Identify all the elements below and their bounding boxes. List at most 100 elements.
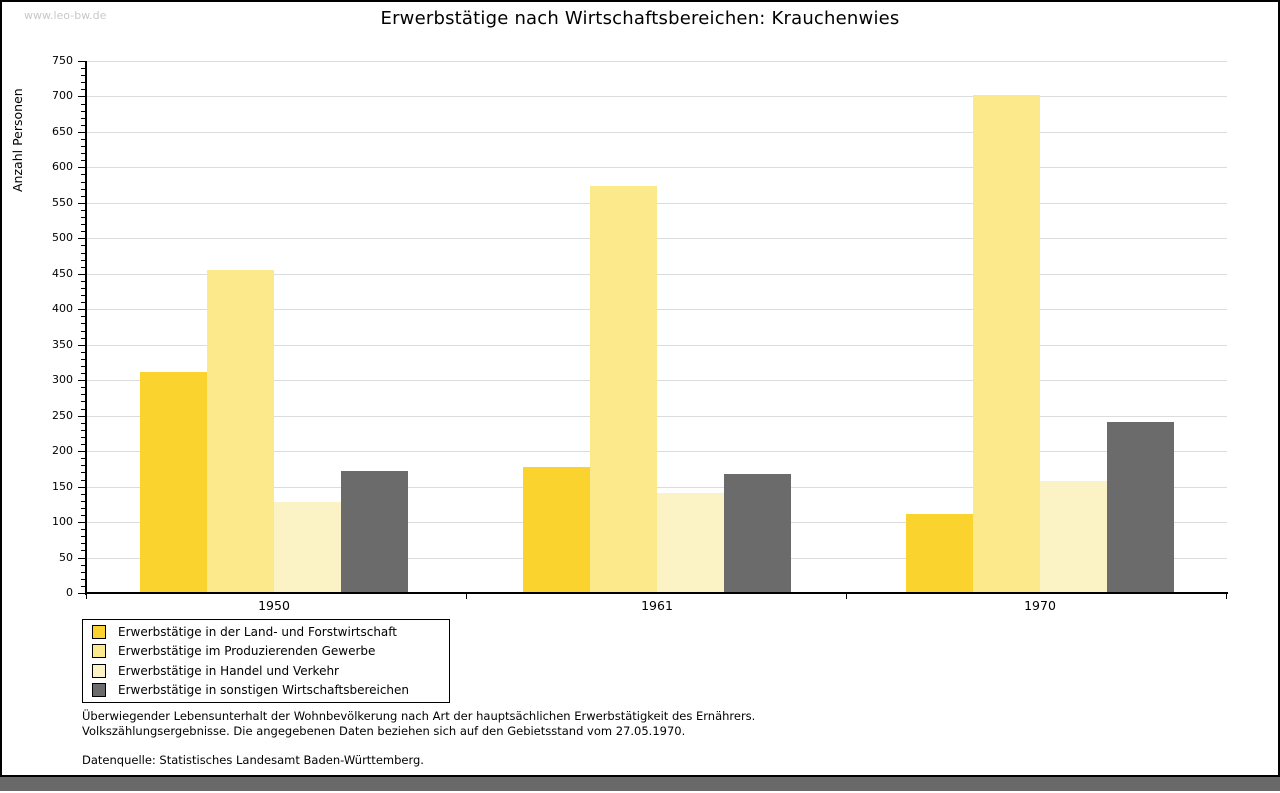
y-minor-tick — [81, 515, 85, 516]
y-tick-label: 600 — [52, 160, 73, 173]
y-minor-tick — [81, 125, 85, 126]
y-minor-tick — [81, 153, 85, 154]
y-minor-tick — [81, 472, 85, 473]
footnote-line-1: Überwiegender Lebensunterhalt der Wohnbe… — [82, 709, 756, 723]
y-major-tick — [78, 487, 85, 488]
x-tick-label: 1961 — [641, 598, 673, 613]
y-minor-tick — [81, 529, 85, 530]
y-tick-label: 150 — [52, 480, 73, 493]
bottom-strip — [0, 777, 1280, 791]
x-tick — [466, 594, 467, 599]
y-minor-tick — [81, 245, 85, 246]
y-major-tick — [78, 167, 85, 168]
y-major-tick — [78, 345, 85, 346]
y-minor-tick — [81, 352, 85, 353]
y-minor-tick — [81, 104, 85, 105]
y-minor-tick — [81, 437, 85, 438]
legend-item-1: Erwerbstätige in der Land- und Forstwirt… — [92, 622, 449, 641]
y-minor-tick — [81, 224, 85, 225]
gridline — [87, 416, 1227, 417]
x-tick-label: 1970 — [1024, 598, 1056, 613]
legend-item-3: Erwerbstätige in Handel und Verkehr — [92, 661, 449, 680]
y-tick-label: 750 — [52, 54, 73, 67]
data-source: Datenquelle: Statistisches Landesamt Bad… — [82, 753, 424, 767]
y-major-tick — [78, 558, 85, 559]
y-tick-label: 550 — [52, 196, 73, 209]
y-minor-tick — [81, 430, 85, 431]
y-minor-tick — [81, 260, 85, 261]
site-watermark: www.leo-bw.de — [24, 9, 107, 22]
legend-label: Erwerbstätige in sonstigen Wirtschaftsbe… — [118, 683, 410, 698]
y-tick-label: 50 — [59, 551, 73, 564]
y-minor-tick — [81, 231, 85, 232]
x-axis-line — [85, 592, 1228, 594]
x-tick-label: 1950 — [258, 598, 290, 613]
y-minor-tick — [81, 68, 85, 69]
y-minor-tick — [81, 281, 85, 282]
y-minor-tick — [81, 139, 85, 140]
y-minor-tick — [81, 210, 85, 211]
y-minor-tick — [81, 111, 85, 112]
bar-1961-series3 — [657, 493, 724, 593]
y-minor-tick — [81, 323, 85, 324]
bar-1970-series3 — [1040, 481, 1107, 593]
gridline — [87, 203, 1227, 204]
gridline — [87, 238, 1227, 239]
y-minor-tick — [81, 458, 85, 459]
y-minor-tick — [81, 118, 85, 119]
y-minor-tick — [81, 217, 85, 218]
y-major-tick — [78, 132, 85, 133]
y-tick-label: 300 — [52, 373, 73, 386]
y-tick-label: 0 — [66, 586, 73, 599]
legend-item-4: Erwerbstätige in sonstigen Wirtschaftsbe… — [92, 681, 449, 700]
bar-1970-series2 — [973, 95, 1040, 593]
gridline — [87, 167, 1227, 168]
y-minor-tick — [81, 373, 85, 374]
gridline — [87, 132, 1227, 133]
y-minor-tick — [81, 543, 85, 544]
gridline — [87, 451, 1227, 452]
x-tick — [86, 594, 87, 599]
y-minor-tick — [81, 565, 85, 566]
y-major-tick — [78, 380, 85, 381]
y-minor-tick — [81, 160, 85, 161]
y-minor-tick — [81, 302, 85, 303]
y-minor-tick — [81, 288, 85, 289]
footnote: Überwiegender Lebensunterhalt der Wohnbe… — [82, 709, 755, 738]
y-minor-tick — [81, 394, 85, 395]
y-tick-label: 350 — [52, 338, 73, 351]
y-axis-line — [85, 61, 87, 595]
legend-label: Erwerbstätige im Produzierenden Gewerbe — [118, 644, 376, 659]
y-tick-label: 700 — [52, 89, 73, 102]
y-tick-label: 200 — [52, 444, 73, 457]
y-minor-tick — [81, 444, 85, 445]
gridline — [87, 274, 1227, 275]
y-minor-tick — [81, 387, 85, 388]
y-minor-tick — [81, 295, 85, 296]
y-tick-label: 400 — [52, 302, 73, 315]
y-minor-tick — [81, 423, 85, 424]
y-minor-tick — [81, 409, 85, 410]
gridline — [87, 61, 1227, 62]
y-minor-tick — [81, 494, 85, 495]
y-major-tick — [78, 309, 85, 310]
chart-frame: www.leo-bw.de Erwerbstätige nach Wirtsch… — [0, 0, 1280, 777]
bar-1950-series1 — [140, 372, 207, 593]
y-minor-tick — [81, 146, 85, 147]
y-minor-tick — [81, 366, 85, 367]
footnote-line-2: Volkszählungsergebnisse. Die angegebenen… — [82, 723, 686, 738]
x-tick — [846, 594, 847, 599]
y-minor-tick — [81, 196, 85, 197]
y-tick-label: 250 — [52, 409, 73, 422]
gridline — [87, 345, 1227, 346]
y-minor-tick — [81, 89, 85, 90]
y-minor-tick — [81, 536, 85, 537]
y-minor-tick — [81, 189, 85, 190]
y-major-tick — [78, 416, 85, 417]
y-major-tick — [78, 593, 85, 594]
y-minor-tick — [81, 480, 85, 481]
y-minor-tick — [81, 253, 85, 254]
y-tick-label: 650 — [52, 125, 73, 138]
bar-1950-series3 — [274, 502, 341, 593]
